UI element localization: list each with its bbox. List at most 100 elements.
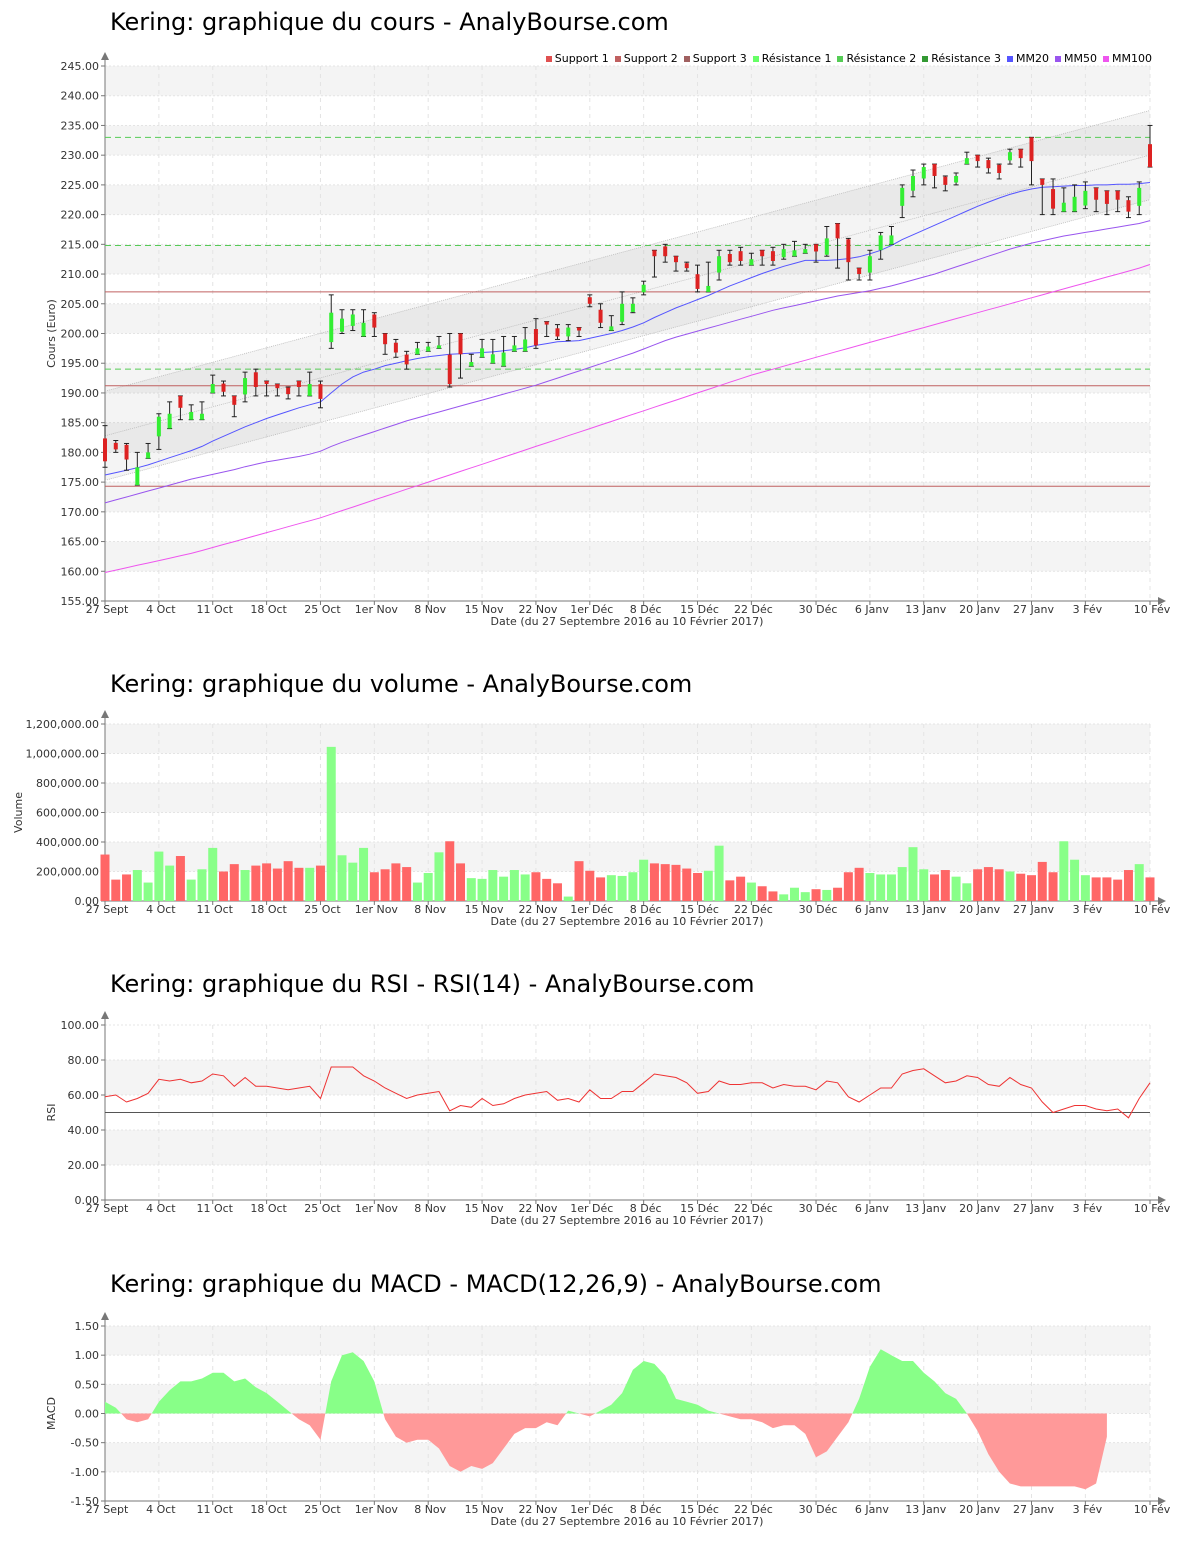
y-tick-label: 20.00 (68, 1159, 100, 1172)
volume-bar (229, 864, 239, 901)
candle-body (189, 411, 194, 420)
plot-band (105, 511, 1150, 542)
volume-bar (983, 867, 993, 901)
y-tick-label: 195.00 (61, 357, 100, 370)
y-axis-arrow (101, 1312, 109, 1320)
plot-band (105, 842, 1150, 872)
volume-bar (703, 870, 713, 901)
volume-bar (574, 861, 584, 901)
y-tick-label: 400,000.00 (36, 836, 99, 849)
candle-body (447, 354, 452, 385)
volume-bar (305, 867, 315, 901)
candle-body (296, 381, 301, 387)
candle-body (792, 250, 797, 257)
price-chart: 155.00 160.00 165.00 170.00 175.00 180.00 185.… (45, 52, 1171, 628)
x-tick-label: 1er Nov (355, 903, 399, 916)
candle-body (124, 444, 129, 460)
volume-bar (1080, 875, 1090, 901)
x-tick-label: 6 Janv (855, 903, 889, 916)
x-tick-label: 22 Nov (518, 603, 557, 616)
volume-bar (100, 854, 110, 901)
volume-bar (122, 874, 132, 901)
plot-band (105, 1130, 1150, 1165)
y-tick-label: 0.00 (75, 1408, 100, 1421)
y-tick-label: 1,200,000.00 (26, 718, 99, 731)
mm50-line (104, 220, 1151, 504)
x-tick-label: 8 Déc (630, 1503, 662, 1516)
legend-item: Résistance 1 (752, 52, 831, 65)
volume-bar (1145, 877, 1155, 901)
x-tick-label: 13 Janv (905, 603, 946, 616)
legend-label: Support 1 (554, 52, 609, 65)
x-tick-label: 8 Nov (414, 603, 446, 616)
volume-chart: 0.00 200,000.00 400,000.00 600,000.00 800,00… (12, 710, 1171, 928)
legend-swatch (545, 55, 552, 62)
candle-body (587, 297, 592, 304)
volume-bar (402, 867, 412, 901)
x-tick-label: 27 Janv (1013, 903, 1054, 916)
volume-bar (466, 878, 476, 901)
volume-bar (1059, 841, 1069, 901)
candle-body (1040, 178, 1045, 185)
y-tick-label: 1.50 (75, 1320, 100, 1333)
candle-body (749, 259, 754, 266)
plot-band (105, 184, 1150, 215)
x-tick-label: 20 Janv (959, 1202, 1000, 1215)
candle-body (404, 354, 409, 365)
volume-bar (1070, 859, 1080, 901)
volume-bar (628, 872, 638, 901)
candle-body (415, 348, 420, 355)
volume-bar (639, 859, 649, 901)
legend-label: Support 2 (623, 52, 678, 65)
legend-label: MM20 (1016, 52, 1050, 65)
rsi-chart: 0.00 20.00 40.00 60.00 80.00 100.00 27 Sept 4 O… (45, 1011, 1171, 1227)
y-tick-label: 1,000,000.00 (26, 748, 99, 761)
x-tick-label: 25 Oct (304, 1202, 341, 1215)
candle-body (997, 164, 1002, 173)
x-tick-label: 27 Sept (86, 1503, 129, 1516)
volume-bar (1037, 861, 1047, 901)
x-tick-label: 4 Oct (146, 603, 176, 616)
volume-bar (833, 887, 843, 901)
x-tick-label: 22 Nov (518, 1202, 557, 1215)
x-tick-label: 15 Nov (465, 1503, 504, 1516)
plot-band (105, 1025, 1150, 1060)
candle-body (243, 378, 248, 395)
legend-swatch (1103, 55, 1110, 62)
candle-body (426, 346, 431, 352)
plot-band (105, 1326, 1150, 1356)
x-tick-label: 20 Janv (959, 603, 1000, 616)
candle-body (533, 329, 538, 346)
volume-bar (811, 889, 821, 901)
y-tick-label: 100.00 (61, 1019, 100, 1032)
volume-bar (843, 872, 853, 901)
volume-bar (962, 883, 972, 901)
volume-bar (994, 869, 1004, 901)
candle-body (814, 244, 819, 252)
candle-body (943, 176, 948, 185)
x-tick-label: 22 Nov (518, 903, 557, 916)
x-tick-label: 4 Oct (146, 1503, 176, 1516)
legend-swatch (1055, 55, 1062, 62)
y-tick-label: 1.00 (75, 1349, 100, 1362)
mm100-line (104, 264, 1151, 573)
volume-bar (854, 867, 864, 901)
y-tick-label: 155.00 (61, 595, 100, 608)
y-tick-label: 220.00 (61, 209, 100, 222)
y-tick-label: 210.00 (61, 268, 100, 281)
volume-bar (1016, 873, 1026, 901)
plot-band (105, 541, 1150, 572)
volume-bar (1091, 877, 1101, 901)
y-axis-arrow (101, 1011, 109, 1019)
x-tick-label: 6 Janv (855, 603, 889, 616)
x-tick-label: 10 Fév (1134, 1503, 1171, 1516)
y-tick-label: 175.00 (61, 476, 100, 489)
x-tick-label: 13 Janv (905, 1202, 946, 1215)
x-axis-title: Date (du 27 Septembre 2016 au 10 Février… (491, 1515, 764, 1528)
candle-body (512, 345, 517, 352)
candle-body (846, 239, 851, 263)
y-tick-label: 60.00 (68, 1089, 100, 1102)
candle-body (1137, 187, 1142, 206)
y-tick-label: 170.00 (61, 506, 100, 519)
volume-bar (1134, 864, 1144, 901)
